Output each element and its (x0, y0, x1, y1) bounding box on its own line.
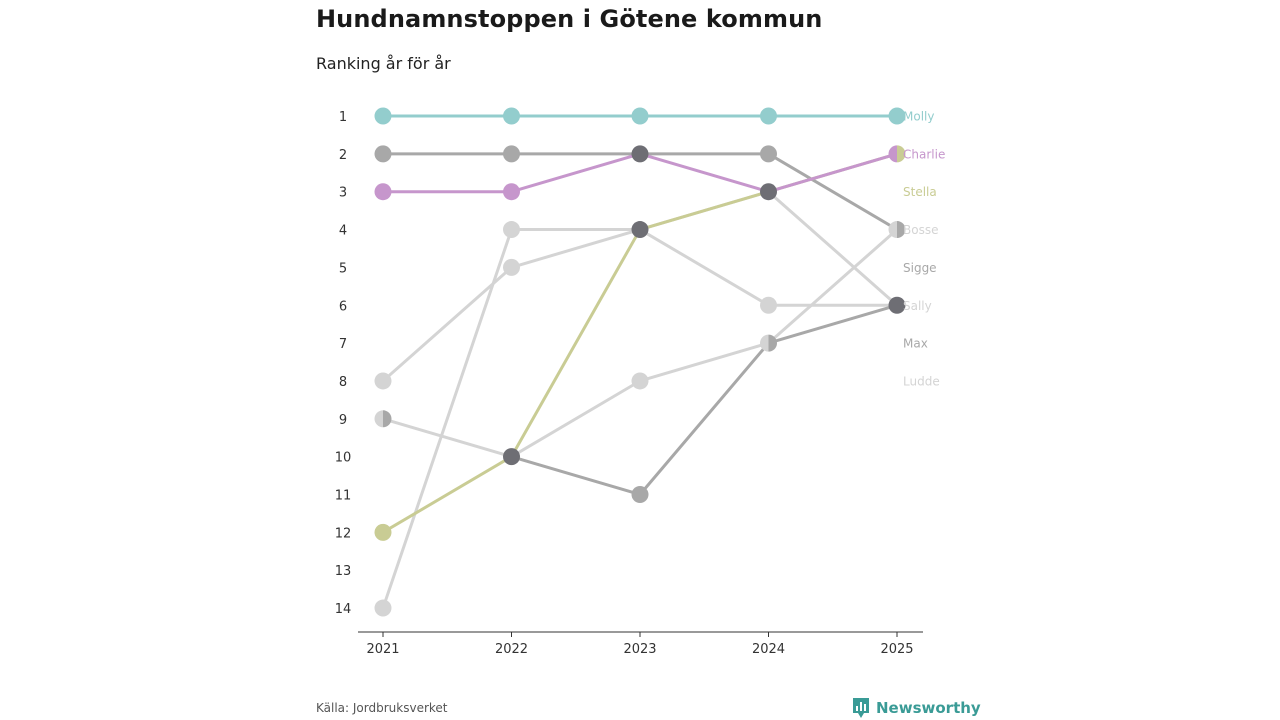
series-marker-sigge (760, 145, 777, 163)
series-marker-charlie (503, 183, 520, 201)
series-line-bosse (381, 228, 899, 459)
series-marker-molly (888, 107, 906, 125)
y-tick-label: 12 (335, 526, 352, 541)
y-tick-label: 1 (339, 110, 347, 125)
source-note: Källa: Jordbruksverket (316, 701, 448, 715)
series-marker-sigge (374, 145, 392, 163)
series-marker-ludde-sally-stella (631, 221, 649, 239)
series-label-stella: Stella (903, 185, 937, 199)
series-marker-sigge (503, 145, 520, 163)
y-tick-label: 5 (339, 261, 347, 276)
series-marker-ludde (503, 221, 520, 239)
x-tick-label: 2024 (752, 642, 785, 657)
series-label-molly: Molly (903, 110, 934, 124)
series-line-sally (381, 190, 899, 383)
series-lines (381, 114, 899, 610)
series-marker-sally (374, 372, 392, 390)
y-tick-label: 8 (339, 375, 347, 390)
series-marker-stella (374, 523, 392, 541)
series-line-max (510, 303, 899, 496)
series-label-bosse: Bosse (903, 223, 938, 237)
series-label-sally: Sally (903, 299, 932, 313)
x-tick-label: 2021 (366, 642, 399, 657)
series-marker-sigge-charlie (631, 145, 649, 163)
series-marker-molly (631, 107, 649, 125)
y-tick-label: 9 (339, 413, 347, 428)
brand-name: Newsworthy (876, 699, 981, 717)
series-marker-half-right (897, 221, 906, 239)
series-line-ludde (381, 228, 899, 610)
series-marker-ludde (760, 296, 777, 314)
x-axis: 2021 2022 2023 2024 2025 (358, 631, 923, 657)
series-marker-ludde (374, 599, 392, 617)
y-tick-label: 11 (335, 489, 352, 504)
series-marker-molly (374, 107, 392, 125)
brand-logo[interactable]: Newsworthy (852, 697, 981, 719)
series-label-ludde: Ludde (903, 374, 940, 388)
series-label-max: Max (903, 337, 928, 351)
x-tick-label: 2022 (495, 642, 528, 657)
y-tick-label: 13 (335, 564, 352, 579)
series-marker-max (631, 486, 649, 503)
y-tick-label: 7 (339, 337, 347, 352)
series-label-charlie: Charlie (903, 147, 945, 161)
series-marker-half-right (383, 410, 392, 428)
y-tick-label: 6 (339, 299, 347, 314)
series-marker-half-left (888, 145, 897, 163)
series-marker-molly (760, 107, 777, 125)
series-marker-ludde-sally-max (888, 296, 906, 314)
series-marker-charlie (374, 183, 392, 201)
series-marker-half-right (768, 334, 777, 352)
series-marker-sally (503, 258, 520, 276)
series-markers (374, 107, 906, 617)
y-tick-label: 3 (339, 186, 347, 201)
series-marker-bosse (631, 372, 649, 390)
y-tick-label: 2 (339, 148, 347, 163)
series-marker-molly (503, 107, 520, 125)
x-tick-label: 2023 (623, 642, 656, 657)
chart-subtitle: Ranking år för år (316, 54, 451, 73)
series-marker-sally-stella-charlie (760, 183, 777, 201)
series-label-sigge: Sigge (903, 261, 937, 275)
series-line-stella (381, 152, 899, 534)
series-marker-half-left (888, 221, 897, 239)
series-marker-bosse-max-stella (503, 448, 520, 466)
series-marker-half-right (897, 145, 906, 163)
series-marker-half-left (760, 334, 769, 352)
bar-chart-logo-icon (853, 698, 869, 718)
chart-title: Hundnamnstoppen i Götene kommun (316, 5, 823, 33)
y-tick-label: 10 (335, 451, 352, 466)
series-labels: Ludde Sally Bosse Max Sigge Stella Charlie Moll… (903, 110, 945, 389)
series-marker-half-left (374, 410, 383, 428)
y-tick-label: 4 (339, 224, 347, 239)
x-tick-label: 2025 (880, 642, 913, 657)
y-tick-label: 14 (335, 602, 352, 617)
